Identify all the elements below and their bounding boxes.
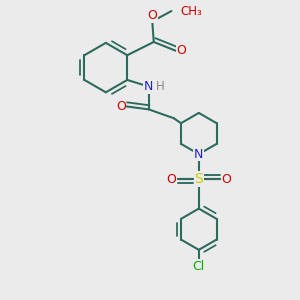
Text: O: O xyxy=(176,44,186,57)
Text: N: N xyxy=(144,80,153,93)
Text: CH₃: CH₃ xyxy=(180,4,202,18)
Text: O: O xyxy=(147,9,157,22)
Text: S: S xyxy=(194,172,203,186)
Text: N: N xyxy=(194,148,203,160)
Text: H: H xyxy=(156,80,165,93)
Text: O: O xyxy=(221,173,231,186)
Text: O: O xyxy=(116,100,126,113)
Text: Cl: Cl xyxy=(193,260,205,272)
Text: O: O xyxy=(166,173,176,186)
